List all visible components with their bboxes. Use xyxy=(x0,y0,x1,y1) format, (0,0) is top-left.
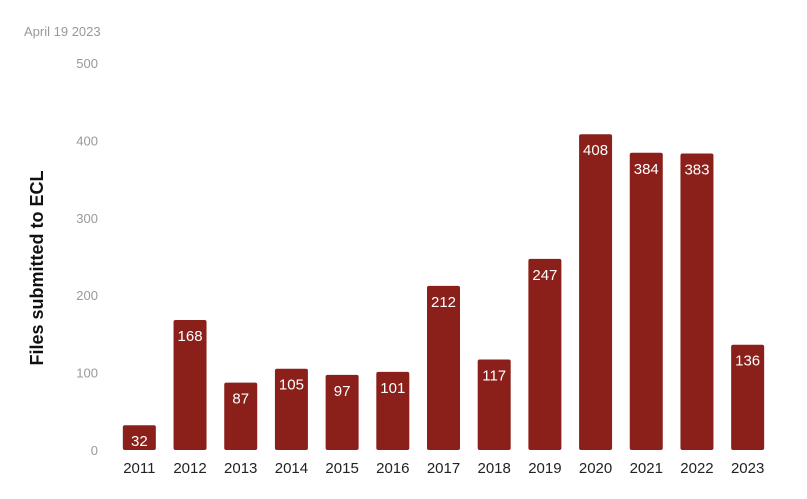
data-label-2018: 117 xyxy=(482,367,506,384)
bar-2021 xyxy=(629,152,663,450)
y-tick-label: 200 xyxy=(76,288,98,303)
x-axis-ticks: 2011 2012 2013 2014 2015 2016 2017 2018 2019 2020… xyxy=(123,460,764,477)
y-tick-label: 500 xyxy=(76,56,98,71)
x-tick-2021: 2021 xyxy=(630,460,663,477)
y-tick-label: 300 xyxy=(76,211,98,226)
x-tick-2020: 2020 xyxy=(579,460,612,477)
bar-2015 xyxy=(325,374,359,450)
data-labels: 32 168 87 105 97 101 212 117 247 408 384 383 136 xyxy=(131,142,760,450)
x-tick-2023: 2023 xyxy=(731,460,764,477)
data-label-2022: 383 xyxy=(684,162,709,179)
x-tick-2016: 2016 xyxy=(376,460,409,477)
y-axis-ticks: 0 100 200 300 400 500 xyxy=(76,56,98,458)
x-tick-2017: 2017 xyxy=(427,460,460,477)
x-tick-2011: 2011 xyxy=(123,460,155,477)
y-axis-label: Files submitted to ECL xyxy=(27,170,47,365)
x-tick-2019: 2019 xyxy=(528,460,561,477)
bar-2013 xyxy=(224,382,258,450)
bar-2019 xyxy=(528,258,562,450)
x-tick-2022: 2022 xyxy=(680,460,713,477)
data-label-2013: 87 xyxy=(232,391,249,408)
y-tick-label: 100 xyxy=(76,366,98,381)
data-label-2021: 384 xyxy=(634,161,659,178)
x-tick-2015: 2015 xyxy=(325,460,358,477)
bar-2017 xyxy=(427,285,460,450)
bar-2014 xyxy=(274,368,308,450)
data-label-2017: 212 xyxy=(431,294,456,311)
data-label-2011: 32 xyxy=(131,433,148,450)
x-tick-2014: 2014 xyxy=(275,460,308,477)
y-tick-label: 0 xyxy=(91,443,98,458)
bar-2016 xyxy=(376,371,410,450)
bar-2020 xyxy=(579,134,613,450)
x-tick-2012: 2012 xyxy=(173,460,206,477)
bar-2011 xyxy=(122,425,156,450)
data-label-2023: 136 xyxy=(735,353,760,370)
data-label-2015: 97 xyxy=(334,383,351,400)
bar-2012 xyxy=(173,319,207,450)
data-label-2019: 247 xyxy=(532,267,557,284)
bars xyxy=(122,134,765,451)
data-label-2012: 168 xyxy=(178,328,203,345)
data-label-2014: 105 xyxy=(279,377,304,394)
data-label-2016: 101 xyxy=(380,380,405,397)
x-tick-2013: 2013 xyxy=(224,460,257,477)
date-label: April 19 2023 xyxy=(24,24,101,39)
x-tick-2018: 2018 xyxy=(478,460,511,477)
y-tick-label: 400 xyxy=(76,133,98,148)
data-label-2020: 408 xyxy=(583,142,608,159)
bar-2023 xyxy=(731,344,765,450)
bar-2022 xyxy=(680,153,714,451)
bar-2018 xyxy=(477,359,511,450)
